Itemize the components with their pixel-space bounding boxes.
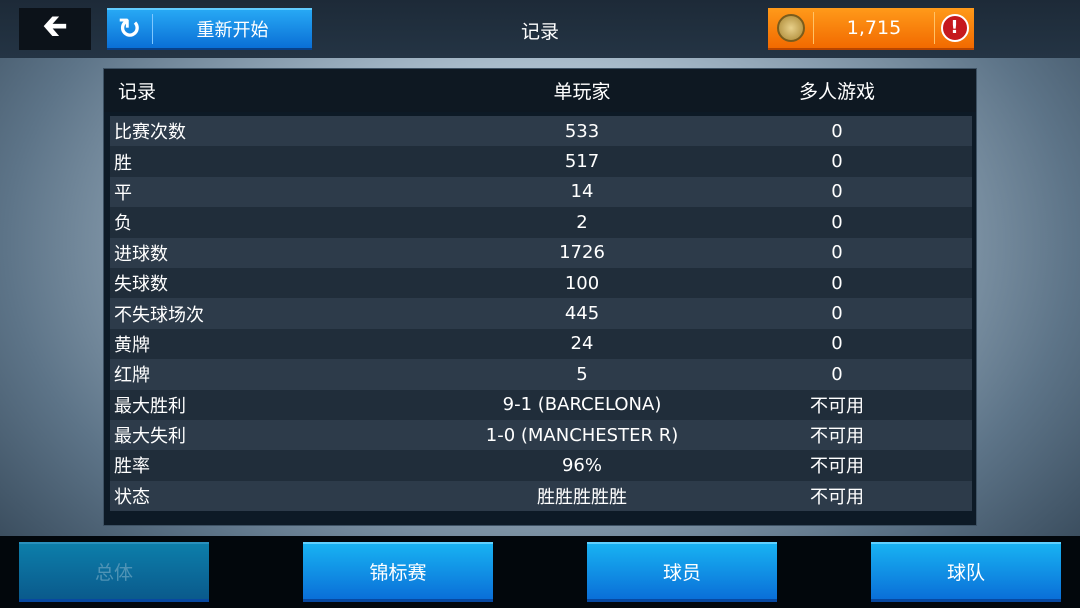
single-player-value: 96% bbox=[561, 454, 602, 476]
multiplayer-value: 0 bbox=[831, 181, 843, 203]
single-player-value: 2 bbox=[576, 211, 588, 233]
single-player-value: 胜胜胜胜胜 bbox=[537, 486, 627, 508]
multiplayer-value: 不可用 bbox=[810, 486, 864, 508]
stat-label: 负 bbox=[114, 213, 132, 235]
multiplayer-value: 不可用 bbox=[810, 395, 864, 417]
multiplayer-value: 0 bbox=[831, 211, 843, 233]
multiplayer-value: 0 bbox=[831, 151, 843, 173]
stat-label: 不失球场次 bbox=[114, 304, 204, 326]
table-row: 胜 517 0 bbox=[110, 146, 972, 177]
restart-button[interactable]: ↻ 重新开始 bbox=[107, 8, 312, 50]
table-row: 不失球场次 445 0 bbox=[110, 298, 972, 329]
bottom-tab-bar: 总体 锦标赛 球员 球队 bbox=[0, 536, 1080, 608]
stat-label: 平 bbox=[114, 182, 132, 204]
single-player-value: 1726 bbox=[559, 242, 605, 264]
single-player-value: 9-1 (BARCELONA) bbox=[502, 394, 662, 416]
table-row: 进球数 1726 0 bbox=[110, 237, 972, 268]
stat-label: 状态 bbox=[114, 486, 150, 508]
single-player-value: 445 bbox=[564, 303, 600, 325]
table-row: 胜率 96% 不可用 bbox=[110, 450, 972, 481]
stat-label: 红牌 bbox=[114, 365, 150, 387]
tab-tournament[interactable]: 锦标赛 bbox=[303, 542, 493, 602]
table-header: 记录 单玩家 多人游戏 bbox=[104, 69, 976, 112]
page-title: 记录 bbox=[520, 21, 559, 43]
stat-label: 胜率 bbox=[114, 456, 150, 478]
stat-label: 最大胜利 bbox=[114, 395, 186, 417]
tab-overall[interactable]: 总体 bbox=[19, 542, 209, 602]
table-row: 黄牌 24 0 bbox=[110, 328, 972, 360]
multiplayer-value: 0 bbox=[831, 303, 843, 325]
table-row: 比赛次数 533 0 bbox=[110, 116, 972, 147]
table-row: 红牌 5 0 bbox=[110, 359, 972, 390]
back-button[interactable]: 🡰 bbox=[19, 8, 91, 50]
exclamation-icon[interactable]: ! bbox=[934, 12, 974, 44]
single-player-value: 14 bbox=[570, 181, 594, 203]
table-row: 负 2 0 bbox=[110, 207, 972, 238]
alert-symbol: ! bbox=[940, 14, 969, 42]
tab-players[interactable]: 球员 bbox=[587, 542, 777, 602]
stat-label: 胜 bbox=[114, 152, 132, 174]
single-player-value: 1-0 (MANCHESTER R) bbox=[485, 424, 679, 446]
records-table: 记录 单玩家 多人游戏 比赛次数 533 0 胜 517 0 平 14 0 负 2 0 进球数 1726 0… bbox=[103, 68, 977, 526]
stat-label: 最大失利 bbox=[114, 426, 186, 448]
single-player-value: 24 bbox=[570, 333, 594, 355]
arrow-left-icon: 🡰 bbox=[42, 8, 68, 44]
restart-label: 重新开始 bbox=[196, 20, 269, 41]
top-bar: 🡰 ↻ 重新开始 记录 1,715 ! bbox=[0, 0, 1080, 58]
table-row: 状态 胜胜胜胜胜 不可用 bbox=[110, 480, 972, 512]
single-player-value: 517 bbox=[564, 151, 600, 173]
table-body: 比赛次数 533 0 胜 517 0 平 14 0 负 2 0 进球数 1726 0 失球数 100 0 不失球场次… bbox=[110, 116, 972, 512]
single-player-value: 100 bbox=[564, 272, 600, 294]
multiplayer-value: 0 bbox=[831, 242, 843, 264]
stat-label: 进球数 bbox=[114, 243, 168, 265]
table-row: 失球数 100 0 bbox=[110, 267, 972, 299]
stat-label: 黄牌 bbox=[114, 334, 150, 356]
single-player-value: 5 bbox=[576, 363, 588, 385]
multiplayer-value: 0 bbox=[831, 120, 843, 142]
multiplayer-value: 0 bbox=[831, 363, 843, 385]
multiplayer-value: 0 bbox=[831, 333, 843, 355]
column-header-multi: 多人游戏 bbox=[798, 81, 875, 103]
multiplayer-value: 不可用 bbox=[810, 426, 864, 448]
coin-icon bbox=[768, 12, 814, 44]
multiplayer-value: 0 bbox=[831, 272, 843, 294]
single-player-value: 533 bbox=[564, 120, 600, 142]
tab-team[interactable]: 球队 bbox=[871, 542, 1061, 602]
table-row: 最大胜利 9-1 (BARCELONA) 不可用 bbox=[110, 389, 972, 420]
table-row: 最大失利 1-0 (MANCHESTER R) 不可用 bbox=[110, 419, 972, 451]
coins-button[interactable]: 1,715 ! bbox=[768, 8, 974, 50]
stat-label: 失球数 bbox=[114, 274, 168, 296]
stat-label: 比赛次数 bbox=[114, 122, 186, 144]
restart-icon: ↻ bbox=[107, 14, 153, 44]
column-header-record: 记录 bbox=[118, 81, 157, 103]
coin-balance: 1,715 bbox=[846, 17, 902, 39]
multiplayer-value: 不可用 bbox=[810, 456, 864, 478]
table-row: 平 14 0 bbox=[110, 176, 972, 208]
column-header-single: 单玩家 bbox=[553, 81, 611, 103]
